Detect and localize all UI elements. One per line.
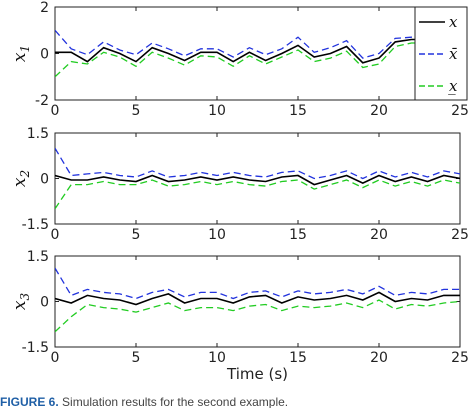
y-tick-label: 0: [40, 172, 49, 188]
x-tick-label: 0: [51, 350, 60, 366]
x-tick-label: 25: [451, 350, 469, 366]
series-line-upper: [55, 29, 460, 59]
y-tick-label: 1.5: [27, 126, 49, 142]
x-tick-label: 20: [370, 350, 388, 366]
x-tick-label: 10: [208, 103, 226, 119]
x-tick-label: 5: [132, 103, 141, 119]
series-line-lower: [55, 179, 460, 210]
y-axis-label-subscript: 1: [18, 45, 32, 53]
figure-caption: FIGURE 6. Simulation results for the sec…: [0, 396, 474, 408]
y-tick-label: 1.5: [27, 249, 49, 265]
y-axis-label-subscript: 3: [18, 293, 32, 301]
x-tick-label: 20: [370, 227, 388, 243]
axes-frame: [54, 6, 461, 101]
x-tick-label: 15: [289, 227, 307, 243]
y-tick-label: 0: [40, 295, 49, 311]
caption-text: Simulation results for the second exampl…: [62, 396, 289, 408]
x-tick-label: 0: [51, 227, 60, 243]
x-tick-label: 10: [208, 350, 226, 366]
y-tick-label: -2: [35, 93, 49, 109]
x-tick-label: 25: [451, 103, 469, 119]
x-tick-label: 10: [208, 227, 226, 243]
y-axis-label: x3: [10, 293, 32, 311]
series-line-lower: [55, 299, 460, 333]
y-axis-label: x1: [10, 45, 32, 62]
x-tick-label: 20: [370, 103, 388, 119]
y-tick-label: 2: [40, 0, 49, 16]
series-line-x: [55, 291, 460, 306]
y-tick-label: -1.5: [22, 217, 49, 233]
series-group: [55, 267, 460, 333]
caption-label: FIGURE 6.: [0, 396, 59, 408]
series-line-x: [55, 174, 460, 186]
x-tick-label: 15: [289, 103, 307, 119]
x-axis-label: Time (s): [226, 365, 288, 383]
x-tick-label: 0: [51, 103, 60, 119]
legend-label: x̄: [449, 45, 458, 63]
panel-2: 0 5 10 15 20 25-1.501.5x2: [10, 126, 469, 243]
series-line-upper: [55, 267, 460, 300]
y-tick-label: -1.5: [22, 340, 49, 356]
series-line-x: [55, 38, 460, 64]
series-line-upper: [55, 147, 460, 180]
legend: x x̄ x̲: [414, 6, 468, 101]
series-group: [55, 147, 460, 210]
y-axis-label-subscript: 2: [18, 170, 32, 179]
x-tick-label: 15: [289, 350, 307, 366]
y-tick-label: 0: [40, 47, 49, 63]
legend-label: x: [449, 13, 458, 31]
y-axis-label: x2: [10, 170, 32, 187]
legend-label: x̲: [448, 77, 458, 95]
series-group: [55, 29, 460, 78]
x-tick-label: 5: [132, 227, 141, 243]
series-line-lower: [55, 42, 460, 78]
x-tick-label: 25: [451, 227, 469, 243]
x-tick-label: 5: [132, 350, 141, 366]
